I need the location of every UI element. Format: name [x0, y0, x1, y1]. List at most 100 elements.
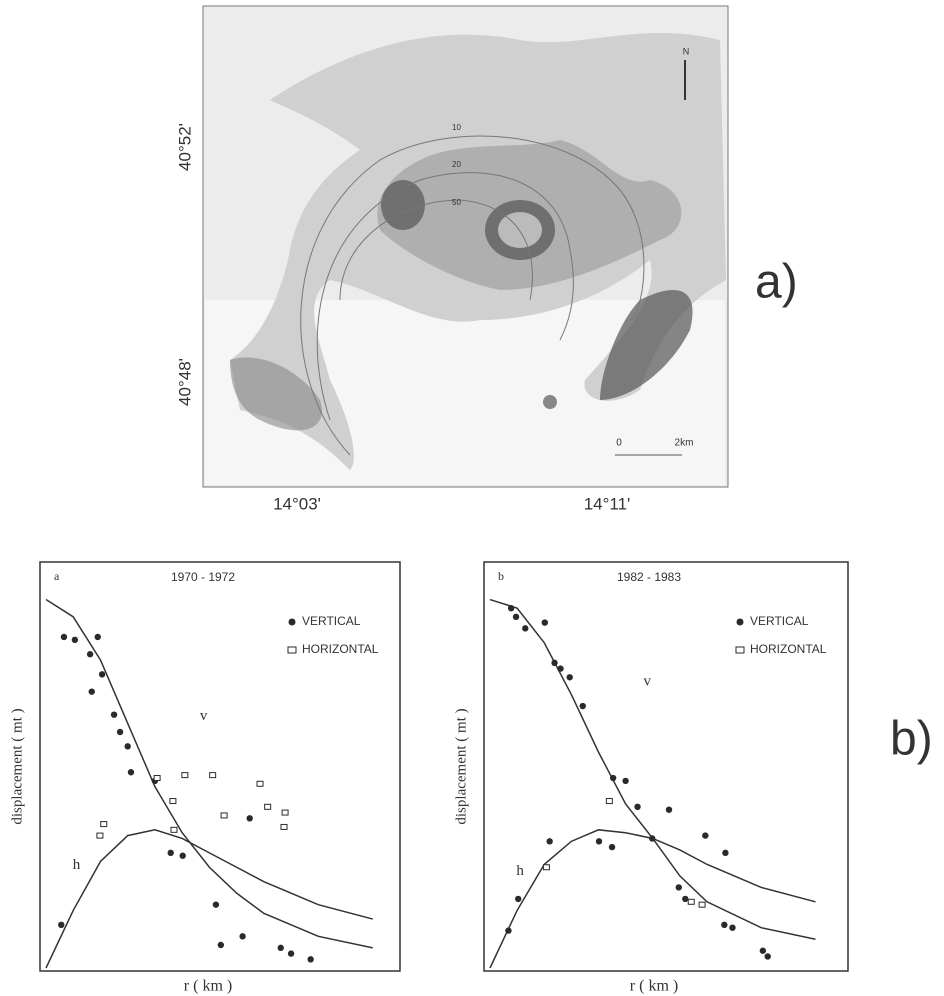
horizontal-point [169, 798, 177, 805]
vertical-point [722, 849, 729, 857]
vertical-point [86, 651, 94, 658]
islet [543, 395, 557, 409]
horizontal-point [209, 772, 217, 779]
vertical-point [287, 950, 295, 957]
model-curve [489, 598, 816, 940]
curve-label: h [73, 857, 81, 873]
legend-label: VERTICAL [750, 614, 809, 628]
horizontal-point [264, 803, 272, 810]
horizontal-point [687, 898, 695, 905]
figure-label: b) [890, 713, 933, 766]
vertical-point [665, 806, 673, 813]
lon-label: 14°03' [273, 494, 321, 513]
vertical-point [217, 941, 225, 949]
contour-line [316, 172, 574, 421]
vertical-point [764, 953, 771, 960]
y-axis-label: displacement ( mt ) [9, 708, 25, 824]
plot-frame [483, 561, 849, 972]
chart-title: 1970 - 1972 [171, 570, 235, 584]
vertical-point [595, 838, 603, 845]
horizontal-point [281, 809, 289, 816]
panel-label: a [54, 569, 60, 583]
map: 10 20 50 N 0 2km 40°52' 40°48' 14°03' 14… [175, 5, 729, 513]
legend-label: HORIZONTAL [302, 642, 379, 656]
figure-label: a) [755, 256, 798, 309]
horizontal-point [256, 780, 264, 787]
horizontal-point [96, 832, 104, 839]
scale-end: 2km [675, 438, 694, 449]
vertical-point [127, 769, 135, 776]
legend-marker [288, 618, 296, 626]
model-curve [45, 829, 373, 969]
scale-start: 0 [616, 438, 622, 449]
legend-label: VERTICAL [302, 614, 361, 628]
contour-label: 50 [452, 198, 461, 207]
horizontal-point [542, 864, 550, 871]
horizontal-point [170, 826, 178, 833]
headland [600, 290, 693, 400]
vertical-point [110, 711, 118, 718]
vertical-point [167, 849, 174, 857]
vertical-point [721, 921, 728, 929]
horizontal-point [181, 772, 189, 779]
legend-marker [287, 646, 297, 654]
horizontal-point [280, 823, 288, 830]
panel-label: b [498, 569, 504, 583]
vertical-point [505, 927, 512, 934]
vertical-point [179, 852, 186, 859]
vertical-point [729, 924, 736, 931]
vertical-point [634, 803, 641, 810]
vertical-point [307, 956, 314, 963]
legend-marker [736, 618, 744, 626]
vertical-point [239, 933, 246, 940]
horizontal-point [220, 812, 228, 819]
vertical-point [648, 835, 656, 842]
headland [230, 357, 322, 431]
vertical-point [675, 884, 682, 891]
vertical-point [579, 702, 586, 710]
vertical-point [566, 674, 573, 681]
contour-line [300, 135, 645, 456]
lat-label: 40°52' [175, 123, 194, 171]
vertical-point [94, 633, 101, 641]
vertical-point [60, 633, 68, 641]
vertical-point [546, 838, 553, 845]
model-curve [489, 829, 816, 969]
lat-label: 40°48' [175, 358, 194, 406]
vertical-point [98, 671, 106, 678]
vertical-point [124, 743, 131, 750]
vertical-point [541, 619, 548, 626]
vertical-point [522, 625, 529, 632]
vertical-point [759, 947, 767, 954]
vertical-point [71, 636, 79, 644]
vertical-point [212, 901, 220, 908]
horizontal-point [153, 775, 161, 782]
vertical-point [277, 944, 284, 952]
horizontal-point [100, 821, 108, 828]
chart-title: 1982 - 1983 [617, 570, 681, 584]
vertical-point [512, 613, 520, 621]
contour-label: 20 [452, 160, 461, 169]
vertical-point [609, 774, 617, 782]
horizontal-point [605, 798, 613, 805]
legend-marker [735, 646, 745, 654]
curve-label: v [643, 674, 651, 690]
vertical-point [622, 777, 629, 785]
vertical-point [58, 921, 65, 929]
lon-label: 14°11' [584, 494, 631, 513]
plot-frame [39, 561, 401, 972]
vertical-point [551, 659, 558, 667]
north-label: N [683, 46, 690, 56]
curve-label: h [516, 863, 524, 879]
vertical-point [557, 665, 564, 672]
horizontal-point [698, 901, 706, 908]
vertical-point [116, 728, 124, 736]
vertical-point [515, 895, 522, 903]
contours [300, 60, 686, 456]
curve-label: v [200, 708, 208, 724]
vertical-point [88, 688, 95, 695]
contour-label: 10 [452, 123, 461, 132]
y-axis-label: displacement ( mt ) [453, 708, 469, 824]
vertical-point [682, 895, 689, 903]
